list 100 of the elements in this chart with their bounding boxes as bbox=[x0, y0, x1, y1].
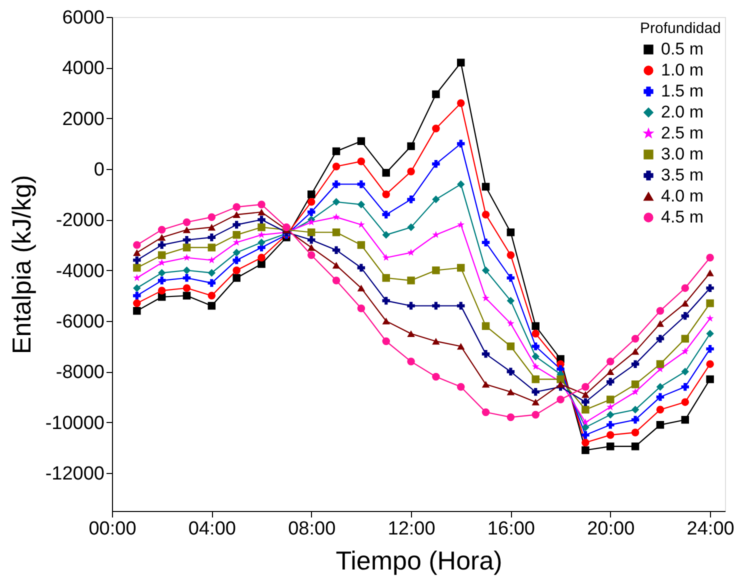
x-tick-label: 12:00 bbox=[388, 518, 436, 540]
point bbox=[432, 124, 440, 132]
point bbox=[332, 147, 340, 156]
point bbox=[232, 203, 240, 211]
point bbox=[382, 230, 390, 239]
point bbox=[706, 330, 714, 338]
y-tick-label: -4000 bbox=[56, 260, 104, 282]
legend-label: 1.0 m bbox=[661, 60, 704, 80]
y-tick-label: -2000 bbox=[56, 210, 104, 232]
point bbox=[681, 416, 690, 424]
point bbox=[208, 292, 216, 300]
point bbox=[182, 244, 191, 252]
point bbox=[232, 248, 240, 256]
y-tick-label: -12000 bbox=[45, 464, 104, 484]
point bbox=[456, 140, 465, 148]
point bbox=[706, 360, 714, 368]
point bbox=[407, 223, 415, 232]
point bbox=[656, 406, 664, 414]
point bbox=[308, 218, 316, 226]
point bbox=[232, 266, 240, 274]
point bbox=[532, 342, 540, 350]
point bbox=[382, 274, 390, 282]
point bbox=[706, 314, 714, 322]
point bbox=[506, 368, 515, 376]
point bbox=[158, 234, 166, 241]
point bbox=[582, 438, 590, 446]
point bbox=[606, 396, 614, 404]
point bbox=[556, 396, 564, 404]
point bbox=[631, 348, 640, 355]
point bbox=[158, 241, 166, 249]
point bbox=[332, 262, 340, 269]
point bbox=[681, 334, 690, 343]
legend-label: 3.0 m bbox=[661, 144, 704, 164]
point bbox=[532, 322, 540, 330]
point bbox=[582, 431, 590, 439]
point bbox=[432, 266, 440, 274]
point bbox=[456, 383, 465, 391]
point bbox=[182, 292, 191, 300]
point bbox=[332, 213, 340, 220]
point bbox=[482, 322, 490, 330]
point bbox=[606, 378, 614, 386]
point bbox=[606, 358, 614, 366]
point bbox=[706, 254, 714, 262]
point bbox=[532, 388, 540, 396]
point bbox=[432, 196, 440, 204]
legend-title: Profundidad bbox=[640, 20, 721, 37]
point bbox=[382, 318, 390, 324]
point bbox=[606, 368, 614, 376]
point bbox=[582, 446, 590, 454]
legend-label: 0.5 m bbox=[661, 40, 704, 58]
point bbox=[282, 223, 290, 232]
point bbox=[158, 258, 166, 266]
point bbox=[208, 279, 216, 287]
point bbox=[407, 302, 415, 310]
point bbox=[632, 388, 639, 396]
point bbox=[482, 408, 490, 416]
legend-label: 4.5 m bbox=[661, 208, 704, 226]
point bbox=[456, 99, 465, 107]
point bbox=[182, 274, 191, 282]
point bbox=[631, 406, 640, 414]
point bbox=[506, 296, 515, 305]
point bbox=[631, 334, 640, 343]
point bbox=[606, 420, 614, 429]
point bbox=[482, 266, 490, 274]
point bbox=[357, 158, 366, 166]
point bbox=[681, 300, 690, 307]
point bbox=[456, 264, 465, 272]
point bbox=[158, 251, 166, 260]
point bbox=[158, 286, 166, 294]
point bbox=[133, 292, 141, 300]
point bbox=[456, 58, 465, 66]
y-tick-label: 2000 bbox=[62, 108, 104, 130]
point bbox=[182, 226, 191, 234]
point bbox=[382, 337, 390, 346]
point bbox=[133, 264, 141, 272]
point bbox=[182, 236, 191, 244]
point bbox=[182, 266, 191, 274]
point bbox=[357, 241, 366, 249]
point bbox=[258, 216, 266, 224]
point bbox=[232, 274, 240, 282]
point bbox=[456, 180, 465, 188]
point bbox=[382, 296, 390, 305]
point bbox=[482, 238, 490, 246]
point bbox=[656, 393, 664, 401]
point bbox=[706, 375, 714, 384]
point bbox=[656, 307, 664, 315]
x-tick-label: 04:00 bbox=[188, 518, 236, 540]
point bbox=[307, 244, 316, 251]
point bbox=[307, 251, 316, 259]
point bbox=[706, 344, 714, 353]
point bbox=[407, 168, 415, 176]
x-tick-label: 20:00 bbox=[587, 518, 635, 540]
point bbox=[656, 334, 664, 343]
point bbox=[631, 416, 640, 424]
point bbox=[158, 268, 166, 277]
point bbox=[382, 190, 390, 198]
point bbox=[307, 198, 316, 206]
point bbox=[482, 294, 490, 302]
point bbox=[482, 210, 490, 218]
x-tick-label: 00:00 bbox=[88, 518, 136, 540]
